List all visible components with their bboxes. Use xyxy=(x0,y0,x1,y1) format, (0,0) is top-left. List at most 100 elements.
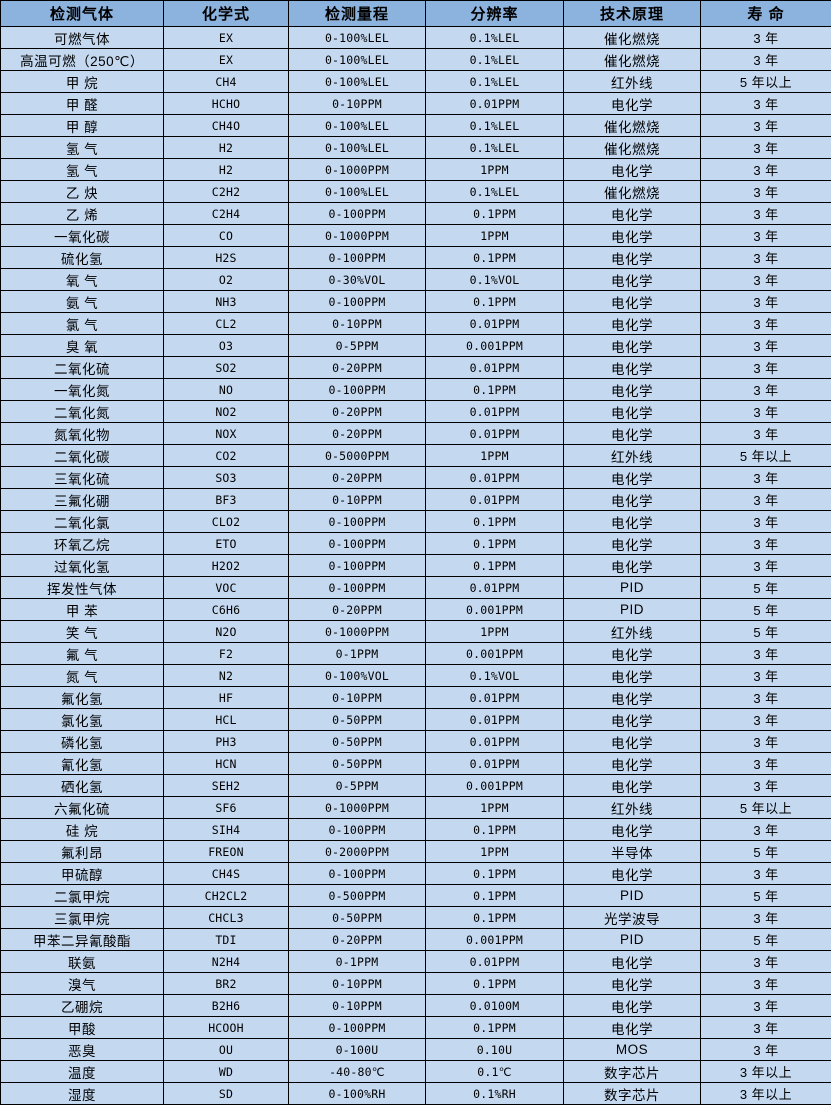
cell-technology: 电化学 xyxy=(564,313,701,335)
cell-formula: SIH4 xyxy=(164,819,289,841)
cell-range: 0-100U xyxy=(289,1039,426,1061)
cell-technology: 电化学 xyxy=(564,291,701,313)
cell-technology: 电化学 xyxy=(564,863,701,885)
cell-lifespan: 3 年 xyxy=(701,555,831,577)
cell-lifespan: 3 年 xyxy=(701,137,831,159)
cell-technology: 红外线 xyxy=(564,445,701,467)
cell-formula: EX xyxy=(164,27,289,49)
cell-lifespan: 3 年 xyxy=(701,687,831,709)
cell-technology: 电化学 xyxy=(564,379,701,401)
cell-formula: NH3 xyxy=(164,291,289,313)
cell-lifespan: 5 年 xyxy=(701,841,831,863)
cell-formula: CO2 xyxy=(164,445,289,467)
cell-gas: 臭 氧 xyxy=(1,335,164,357)
column-header-technology: 技术原理 xyxy=(564,1,701,27)
cell-range: 0-100PPM xyxy=(289,379,426,401)
cell-formula: N2O xyxy=(164,621,289,643)
cell-formula: BF3 xyxy=(164,489,289,511)
cell-lifespan: 3 年 xyxy=(701,709,831,731)
cell-lifespan: 3 年 xyxy=(701,731,831,753)
cell-gas: 硒化氢 xyxy=(1,775,164,797)
cell-technology: PID xyxy=(564,577,701,599)
cell-formula: HF xyxy=(164,687,289,709)
cell-gas: 乙 炔 xyxy=(1,181,164,203)
column-header-formula: 化学式 xyxy=(164,1,289,27)
cell-resolution: 0.1PPM xyxy=(426,555,564,577)
cell-technology: 电化学 xyxy=(564,753,701,775)
cell-resolution: 0.01PPM xyxy=(426,467,564,489)
cell-resolution: 0.01PPM xyxy=(426,709,564,731)
cell-range: 0-5PPM xyxy=(289,775,426,797)
cell-lifespan: 5 年 xyxy=(701,577,831,599)
cell-range: 0-30%VOL xyxy=(289,269,426,291)
cell-lifespan: 3 年 xyxy=(701,269,831,291)
cell-formula: EX xyxy=(164,49,289,71)
cell-range: 0-100PPM xyxy=(289,819,426,841)
cell-resolution: 0.1%LEL xyxy=(426,181,564,203)
cell-gas: 二氧化硫 xyxy=(1,357,164,379)
cell-resolution: 0.01PPM xyxy=(426,753,564,775)
cell-lifespan: 3 年 xyxy=(701,181,831,203)
cell-range: 0-20PPM xyxy=(289,467,426,489)
cell-formula: C2H4 xyxy=(164,203,289,225)
cell-gas: 氮 气 xyxy=(1,665,164,687)
cell-range: 0-100PPM xyxy=(289,247,426,269)
cell-formula: N2H4 xyxy=(164,951,289,973)
table-header-row: 检测气体 化学式 检测量程 分辨率 技术原理 寿 命 xyxy=(1,1,831,27)
cell-formula: SEH2 xyxy=(164,775,289,797)
cell-lifespan: 3 年 xyxy=(701,533,831,555)
cell-gas: 氧 气 xyxy=(1,269,164,291)
cell-resolution: 1PPM xyxy=(426,797,564,819)
cell-technology: PID xyxy=(564,885,701,907)
cell-formula: NO2 xyxy=(164,401,289,423)
cell-formula: CO xyxy=(164,225,289,247)
cell-resolution: 0.1%LEL xyxy=(426,115,564,137)
cell-resolution: 0.01PPM xyxy=(426,951,564,973)
cell-technology: 催化燃烧 xyxy=(564,27,701,49)
cell-lifespan: 5 年 xyxy=(701,599,831,621)
cell-gas: 甲苯二异氰酸酯 xyxy=(1,929,164,951)
cell-technology: 电化学 xyxy=(564,709,701,731)
cell-technology: 电化学 xyxy=(564,247,701,269)
cell-technology: 电化学 xyxy=(564,1017,701,1039)
cell-lifespan: 3 年 xyxy=(701,203,831,225)
cell-gas: 甲硫醇 xyxy=(1,863,164,885)
cell-range: 0-50PPM xyxy=(289,753,426,775)
cell-lifespan: 3 年 xyxy=(701,225,831,247)
cell-resolution: 1PPM xyxy=(426,445,564,467)
cell-lifespan: 3 年 xyxy=(701,511,831,533)
cell-resolution: 1PPM xyxy=(426,159,564,181)
cell-resolution: 0.1%LEL xyxy=(426,49,564,71)
cell-lifespan: 3 年 xyxy=(701,489,831,511)
cell-formula: N2 xyxy=(164,665,289,687)
cell-resolution: 0.1℃ xyxy=(426,1061,564,1083)
cell-technology: 电化学 xyxy=(564,489,701,511)
cell-range: 0-10PPM xyxy=(289,313,426,335)
cell-range: 0-100PPM xyxy=(289,511,426,533)
cell-gas: 三氧化硫 xyxy=(1,467,164,489)
cell-resolution: 0.1PPM xyxy=(426,1017,564,1039)
cell-range: 0-50PPM xyxy=(289,709,426,731)
cell-gas: 环氧乙烷 xyxy=(1,533,164,555)
cell-gas: 氢 气 xyxy=(1,137,164,159)
cell-lifespan: 3 年 xyxy=(701,1039,831,1061)
cell-resolution: 0.1PPM xyxy=(426,247,564,269)
cell-technology: 红外线 xyxy=(564,71,701,93)
cell-formula: HCN xyxy=(164,753,289,775)
cell-resolution: 0.01PPM xyxy=(426,687,564,709)
cell-range: 0-100PPM xyxy=(289,577,426,599)
cell-lifespan: 3 年 xyxy=(701,313,831,335)
